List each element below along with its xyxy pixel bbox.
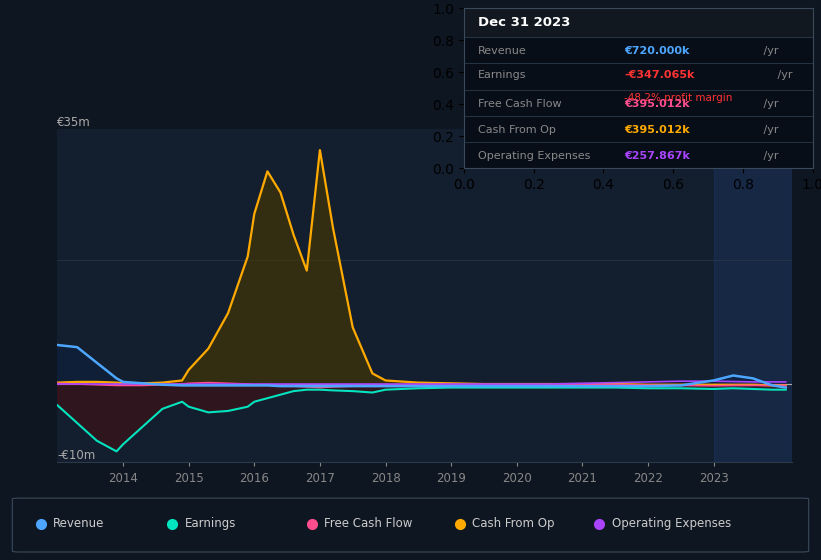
Text: Earnings: Earnings [478, 69, 526, 80]
Bar [713, 129, 792, 462]
Text: /yr: /yr [759, 99, 778, 109]
Text: Earnings: Earnings [185, 517, 236, 530]
Text: Free Cash Flow: Free Cash Flow [478, 99, 562, 109]
Text: Cash From Op: Cash From Op [472, 517, 554, 530]
Text: €720.000k: €720.000k [624, 46, 690, 55]
Text: €35m: €35m [57, 116, 91, 129]
Text: Operating Expenses: Operating Expenses [612, 517, 731, 530]
Text: /yr: /yr [774, 69, 793, 80]
Text: /yr: /yr [759, 46, 778, 55]
Text: -48.2% profit margin: -48.2% profit margin [624, 93, 733, 103]
Text: Revenue: Revenue [53, 517, 105, 530]
Text: Free Cash Flow: Free Cash Flow [324, 517, 413, 530]
Bar [464, 8, 813, 37]
Text: €395.012k: €395.012k [624, 125, 690, 135]
Text: -€347.065k: -€347.065k [624, 69, 695, 80]
Text: Cash From Op: Cash From Op [478, 125, 556, 135]
Text: Dec 31 2023: Dec 31 2023 [478, 16, 571, 29]
Text: Revenue: Revenue [478, 46, 526, 55]
Text: Operating Expenses: Operating Expenses [478, 151, 590, 161]
Text: €395.012k: €395.012k [624, 99, 690, 109]
Text: €257.867k: €257.867k [624, 151, 690, 161]
Text: /yr: /yr [759, 151, 778, 161]
Text: /yr: /yr [759, 125, 778, 135]
Text: -€10m: -€10m [57, 449, 96, 462]
